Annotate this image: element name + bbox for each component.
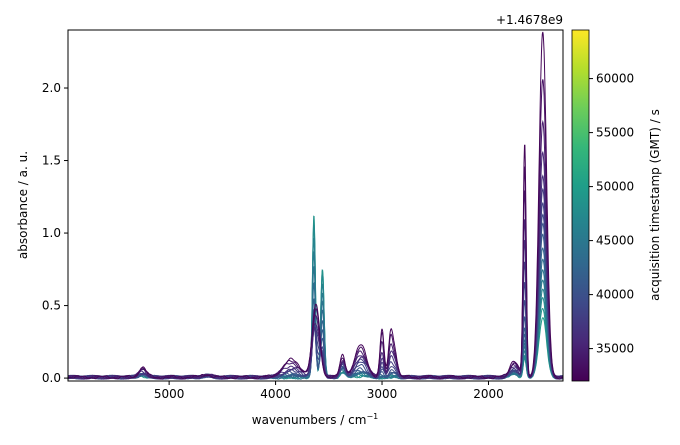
x-axis-label: wavenumbers / cm−1 bbox=[252, 412, 379, 427]
colorbar-tick-label: 35000 bbox=[596, 342, 634, 356]
colorbar bbox=[571, 29, 590, 382]
colorbar-tick-label: 50000 bbox=[596, 180, 634, 194]
spectrum-line bbox=[68, 119, 563, 380]
y-tick-label: 1.5 bbox=[42, 154, 61, 168]
x-axis: 5000 4000 3000 2000 bbox=[154, 381, 504, 401]
x-tick-label: 5000 bbox=[154, 387, 185, 401]
colorbar-tick-label: 55000 bbox=[596, 126, 634, 140]
x-tick-label: 2000 bbox=[473, 387, 504, 401]
colorbar-tick-label: 45000 bbox=[596, 234, 634, 248]
y-axis: 0.0 0.5 1.0 1.5 2.0 bbox=[42, 81, 68, 385]
x-tick-label: 4000 bbox=[260, 387, 291, 401]
y-tick-label: 1.0 bbox=[42, 226, 61, 240]
colorbar-axis: 35000 40000 45000 50000 55000 60000 bbox=[589, 72, 634, 356]
y-axis-label: absorbance / a. u. bbox=[16, 151, 30, 259]
colorbar-label: acquisition timestamp (GMT) / s bbox=[648, 109, 662, 301]
y-tick-label: 0.0 bbox=[42, 371, 61, 385]
plot-frame bbox=[67, 29, 564, 382]
colorbar-tick-label: 40000 bbox=[596, 288, 634, 302]
spectrum-line bbox=[68, 79, 563, 380]
x-tick-label: 3000 bbox=[367, 387, 398, 401]
y-tick-label: 0.5 bbox=[42, 299, 61, 313]
y-tick-label: 2.0 bbox=[42, 81, 61, 95]
offset-label: +1.4678e9 bbox=[496, 13, 563, 27]
spectrum-line bbox=[68, 150, 563, 380]
series-layer bbox=[68, 31, 563, 380]
spectrum-line bbox=[68, 31, 563, 380]
colorbar-tick-label: 60000 bbox=[596, 72, 634, 86]
